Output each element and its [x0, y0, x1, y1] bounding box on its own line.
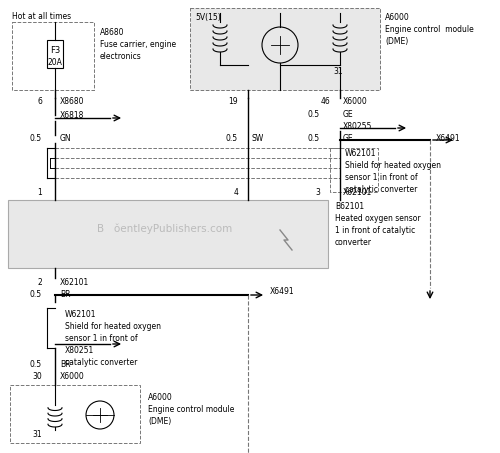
Text: 5V(15): 5V(15) [195, 13, 221, 22]
Bar [8, 200, 328, 268]
Text: X6000: X6000 [60, 372, 85, 381]
Text: W62101: W62101 [345, 149, 376, 158]
Text: sensor 1 in front of: sensor 1 in front of [65, 334, 138, 343]
Text: X6491: X6491 [270, 287, 294, 296]
Text: 4: 4 [233, 188, 238, 197]
Text: catalytic converter: catalytic converter [345, 185, 418, 194]
Text: Engine control module: Engine control module [148, 405, 234, 414]
Text: GE: GE [343, 134, 353, 143]
Text: 6: 6 [37, 97, 42, 106]
Text: X80255: X80255 [343, 122, 372, 131]
Text: BR: BR [60, 290, 70, 299]
Text: Shield for heated oxygen: Shield for heated oxygen [345, 161, 441, 170]
Text: X62101: X62101 [343, 188, 372, 197]
Text: 0.5: 0.5 [30, 290, 42, 299]
Text: X6000: X6000 [343, 97, 368, 106]
Bar [330, 148, 378, 192]
Text: Engine control  module: Engine control module [385, 25, 474, 34]
Text: (DME): (DME) [148, 417, 171, 426]
Text: GN: GN [60, 134, 72, 143]
Bar [10, 385, 140, 443]
Text: 20A: 20A [48, 58, 62, 67]
Text: 31: 31 [32, 430, 42, 439]
Bar [12, 22, 94, 90]
Text: (DME): (DME) [385, 37, 408, 46]
Text: A6000: A6000 [148, 393, 173, 402]
Text: 0.5: 0.5 [226, 134, 238, 143]
Bar [47, 40, 63, 68]
Text: Fuse carrier, engine: Fuse carrier, engine [100, 40, 176, 49]
Text: electronics: electronics [100, 52, 142, 61]
Text: 3: 3 [315, 188, 320, 197]
Text: 0.5: 0.5 [30, 134, 42, 143]
Bar [190, 8, 380, 90]
Text: X8680: X8680 [60, 97, 84, 106]
Text: X6491: X6491 [436, 134, 460, 143]
Text: 19: 19 [228, 97, 238, 106]
Text: converter: converter [335, 238, 372, 247]
Text: B   ǒentleyPublishers.com: B ǒentleyPublishers.com [98, 224, 232, 234]
Text: 2: 2 [37, 278, 42, 287]
Text: sensor 1 in front of: sensor 1 in front of [345, 173, 418, 182]
Text: 1 in front of catalytic: 1 in front of catalytic [335, 226, 415, 235]
Text: X62101: X62101 [60, 278, 89, 287]
Text: Hot at all times: Hot at all times [12, 12, 71, 21]
Text: GE: GE [343, 110, 353, 119]
Text: 31: 31 [333, 67, 342, 76]
Text: F3: F3 [50, 46, 60, 55]
Text: catalytic converter: catalytic converter [65, 358, 138, 367]
Text: BR: BR [60, 360, 70, 369]
Text: A8680: A8680 [100, 28, 124, 37]
Text: 30: 30 [32, 372, 42, 381]
Text: 0.5: 0.5 [308, 110, 320, 119]
Text: A6000: A6000 [385, 13, 410, 22]
Text: SW: SW [252, 134, 264, 143]
Text: 0.5: 0.5 [30, 360, 42, 369]
Text: B62101: B62101 [335, 202, 364, 211]
Text: 46: 46 [320, 97, 330, 106]
Text: W62101: W62101 [65, 310, 96, 319]
Text: 1: 1 [37, 188, 42, 197]
Text: X80251: X80251 [65, 346, 94, 355]
Text: X6818: X6818 [60, 111, 84, 120]
Text: Shield for heated oxygen: Shield for heated oxygen [65, 322, 161, 331]
Text: Heated oxygen sensor: Heated oxygen sensor [335, 214, 420, 223]
Text: 0.5: 0.5 [308, 134, 320, 143]
